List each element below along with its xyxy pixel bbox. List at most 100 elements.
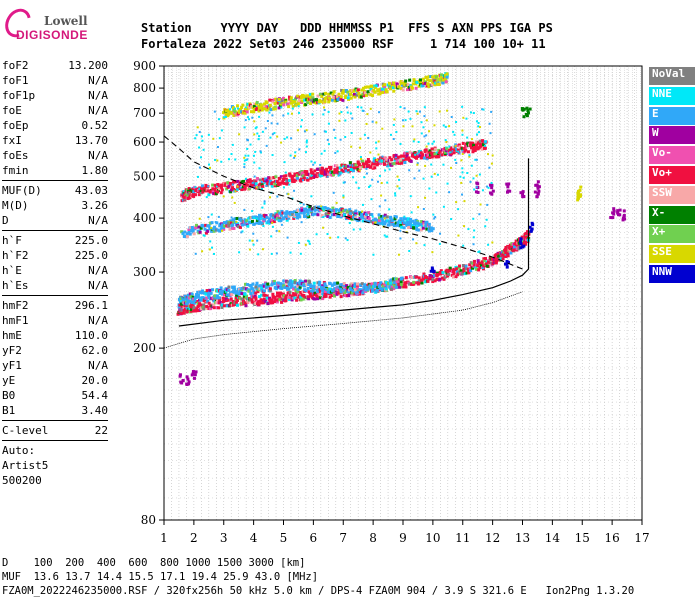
echo-point [285, 215, 289, 219]
echo-point [238, 296, 242, 300]
echo-point [302, 174, 306, 178]
echo-point [397, 253, 400, 256]
echo-point [378, 205, 381, 208]
echo-point [244, 287, 248, 291]
echo-point [393, 217, 397, 221]
echo-point [271, 301, 275, 305]
echo-point [351, 117, 354, 120]
echo-point [425, 145, 428, 148]
echo-point [457, 271, 461, 275]
echo-point [415, 221, 419, 225]
echo-point [450, 166, 453, 169]
echo-point [197, 303, 201, 307]
echo-point [421, 155, 425, 159]
echo-point [264, 285, 268, 289]
echo-point [422, 77, 426, 81]
echo-point [253, 133, 256, 136]
echo-point [308, 290, 312, 294]
echo-point [278, 294, 282, 298]
echo-point [284, 177, 288, 181]
echo-point [239, 186, 242, 189]
echo-point [219, 191, 223, 195]
echo-point [194, 186, 197, 189]
echo-point [242, 179, 246, 183]
echo-point [246, 138, 249, 141]
parameters-panel: foF2 13.200 foF1 N/A foF1p N/A foE N/A foEp 0.52 f… [2, 58, 108, 488]
echo-point [371, 215, 374, 218]
echo-point [294, 288, 298, 292]
echo-point [204, 186, 208, 190]
echo-point [264, 214, 268, 218]
echo-point [323, 109, 326, 112]
echo-point [283, 286, 287, 290]
echo-point [340, 88, 344, 92]
echo-point [308, 92, 312, 96]
echo-point [216, 289, 220, 293]
echo-point [201, 190, 205, 194]
echo-point [425, 227, 429, 231]
echo-point [480, 147, 484, 151]
echo-point [439, 73, 443, 77]
echo-point [251, 210, 254, 213]
echo-point [528, 225, 532, 229]
echo-point [256, 239, 259, 242]
echo-point [323, 149, 326, 152]
echo-point [292, 216, 296, 220]
echo-point [494, 257, 498, 261]
echo-point [251, 239, 254, 242]
echo-point [465, 271, 469, 275]
echo-point [481, 139, 485, 143]
echo-point [460, 181, 463, 184]
echo-point [303, 284, 307, 288]
echo-point [257, 104, 261, 108]
echo-point [380, 159, 384, 163]
echo-point [317, 290, 321, 294]
echo-point [243, 163, 246, 166]
echo-point [339, 287, 343, 291]
echo-point [472, 112, 475, 115]
echo-point [304, 243, 307, 246]
echo-point [305, 170, 309, 174]
echo-point [434, 147, 438, 151]
echo-point [393, 159, 396, 162]
echo-point [337, 285, 341, 289]
param-value: 43.03 [74, 184, 108, 197]
echo-point [351, 164, 355, 168]
echo-point [216, 159, 219, 162]
echo-point [296, 216, 300, 220]
echo-point [290, 211, 294, 215]
echo-point [271, 295, 275, 299]
echo-point [478, 261, 482, 265]
echo-point [446, 274, 450, 278]
echo-point [407, 222, 411, 226]
echo-point [210, 221, 214, 225]
echo-point [423, 106, 426, 109]
echo-point [186, 299, 190, 303]
echo-point [265, 179, 269, 183]
echo-point [220, 188, 224, 192]
echo-point [577, 196, 581, 200]
echo-point [267, 218, 271, 222]
echo-point [306, 213, 309, 216]
echo-point [296, 284, 300, 288]
echo-point [623, 217, 627, 221]
echo-point [387, 282, 391, 286]
echo-point [343, 284, 347, 288]
echo-point [463, 200, 466, 203]
echo-point [423, 149, 427, 153]
echo-point [221, 289, 225, 293]
echo-point [284, 171, 287, 174]
echo-point [323, 96, 327, 100]
echo-point [222, 304, 226, 308]
echo-point [290, 282, 294, 286]
echo-point [282, 181, 286, 185]
echo-point [429, 276, 433, 280]
echo-point [199, 191, 203, 195]
echo-point [211, 190, 215, 194]
echo-point [243, 109, 247, 113]
y-tick-label: 600 [133, 135, 156, 149]
echo-point [226, 181, 230, 185]
echo-point [225, 293, 229, 297]
echo-point [251, 282, 255, 286]
echo-point [232, 285, 236, 289]
